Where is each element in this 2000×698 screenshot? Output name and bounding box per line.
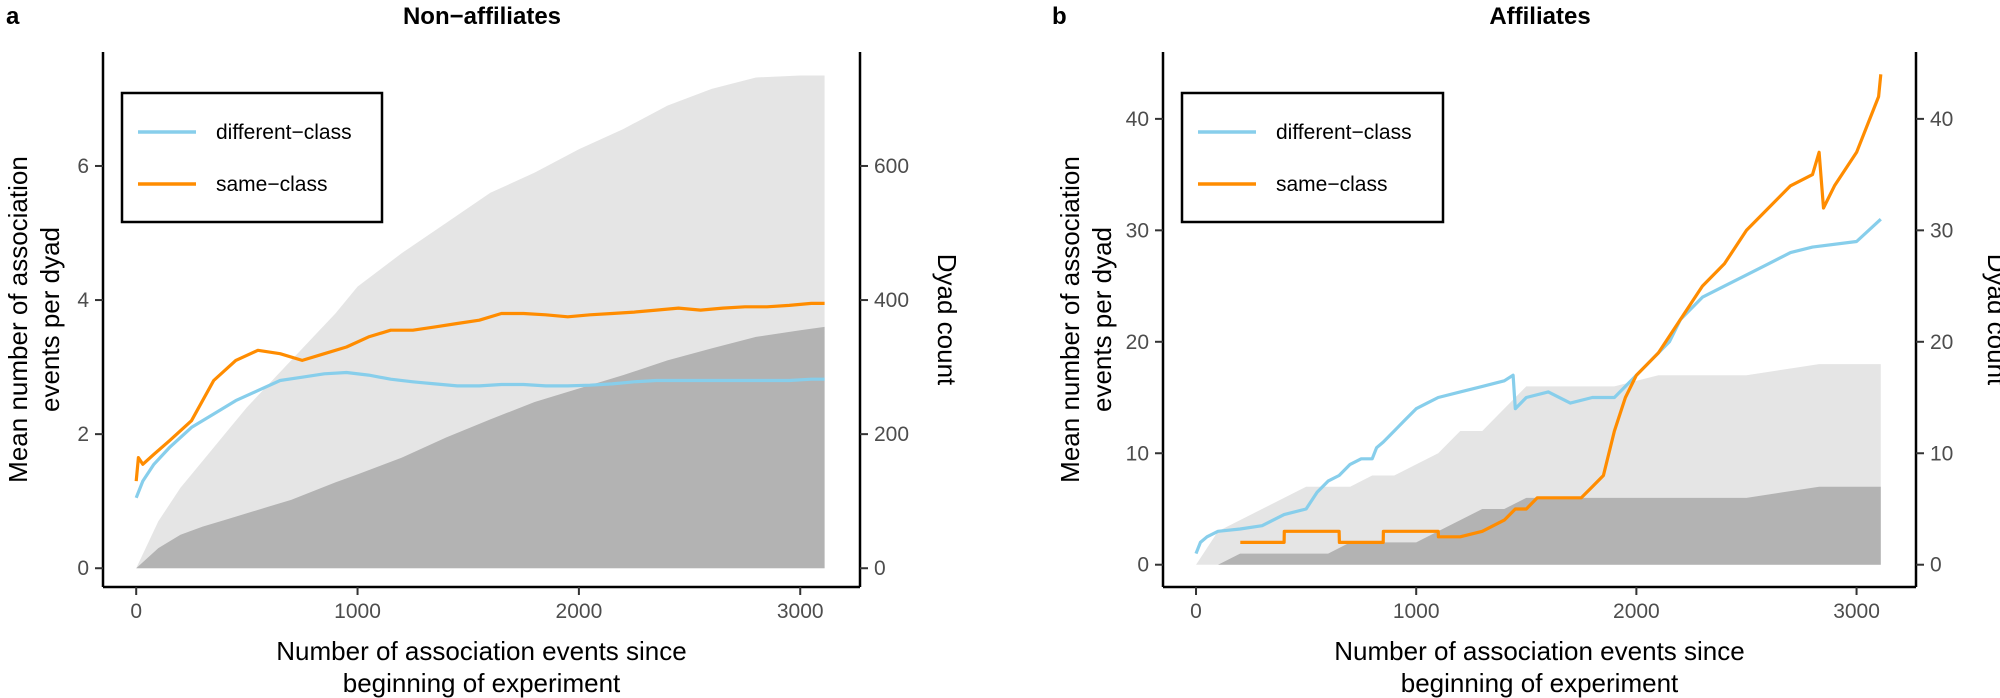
- x-tick-label: 2000: [1613, 600, 1660, 623]
- x-axis-title: Number of association events since: [1334, 636, 1744, 666]
- series-line-different-class: [134, 370, 825, 499]
- y2-tick-label: 40: [1930, 108, 1953, 131]
- panel-b: b Affiliates 0 1000 2000 3000 0 10 20 30 40 0 10 20 30…: [1052, 3, 2000, 698]
- x-tick-label: 3000: [777, 600, 824, 623]
- panel-title: Affiliates: [1489, 3, 1590, 30]
- y2-tick-label: 600: [874, 155, 909, 178]
- y2-tick-label: 20: [1930, 331, 1953, 354]
- x-tick-label: 2000: [556, 600, 603, 623]
- legend-label: different−class: [1276, 121, 1412, 144]
- y2-tick-label: 0: [874, 557, 886, 580]
- x-tick-label: 1000: [1393, 600, 1440, 623]
- panel-letter: a: [6, 3, 20, 30]
- dyad-count-area-different-class: [136, 326, 825, 569]
- y2-axis-title: Dyad count: [932, 254, 962, 386]
- y-axis-title: events per dyad: [1087, 227, 1117, 412]
- legend: different−class same−class: [1180, 91, 1445, 224]
- y-tick-label: 30: [1126, 219, 1149, 242]
- y-axis-title: events per dyad: [35, 227, 65, 412]
- x-axis-title: beginning of experiment: [1401, 668, 1679, 698]
- dyad-count-area-different-class: [1196, 486, 1881, 565]
- x-tick-label: 0: [130, 600, 142, 623]
- series-line-same-class: [1240, 74, 1883, 544]
- y-tick-label: 0: [1137, 554, 1149, 577]
- y-tick-label: 0: [77, 557, 89, 580]
- y-axis-title: Mean number of association: [3, 156, 33, 483]
- series-line-different-class: [1194, 218, 1882, 555]
- x-axis-title: Number of association events since: [276, 636, 686, 666]
- legend-box: [1180, 91, 1445, 224]
- legend-label: different−class: [216, 121, 352, 144]
- x-tick-label: 3000: [1833, 600, 1880, 623]
- y2-tick-label: 400: [874, 289, 909, 312]
- y-tick-label: 2: [77, 423, 89, 446]
- legend-box: [120, 91, 384, 224]
- y2-tick-label: 0: [1930, 554, 1942, 577]
- panel-title: Non−affiliates: [403, 3, 561, 30]
- panel-letter: b: [1052, 3, 1067, 30]
- x-tick-label: 1000: [334, 600, 381, 623]
- x-tick-label: 0: [1190, 600, 1202, 623]
- y-tick-label: 4: [77, 289, 89, 312]
- y-tick-label: 40: [1126, 108, 1149, 131]
- y2-tick-label: 10: [1930, 442, 1953, 465]
- y-tick-label: 20: [1126, 331, 1149, 354]
- legend: different−class same−class: [120, 91, 384, 224]
- series-line-same-class: [134, 301, 825, 482]
- y-axis-title: Mean number of association: [1055, 156, 1085, 483]
- panel-a: a Non−affiliates 0 1000 2000 3000 0 2 4 6 0 200 400 6…: [3, 3, 962, 698]
- y2-axis-title: Dyad count: [1982, 254, 2000, 386]
- y2-tick-label: 30: [1930, 219, 1953, 242]
- legend-label: same−class: [1276, 173, 1387, 196]
- legend-label: same−class: [216, 173, 327, 196]
- y-tick-label: 10: [1126, 442, 1149, 465]
- y-tick-label: 6: [77, 155, 89, 178]
- y2-tick-label: 200: [874, 423, 909, 446]
- x-axis-title: beginning of experiment: [343, 668, 621, 698]
